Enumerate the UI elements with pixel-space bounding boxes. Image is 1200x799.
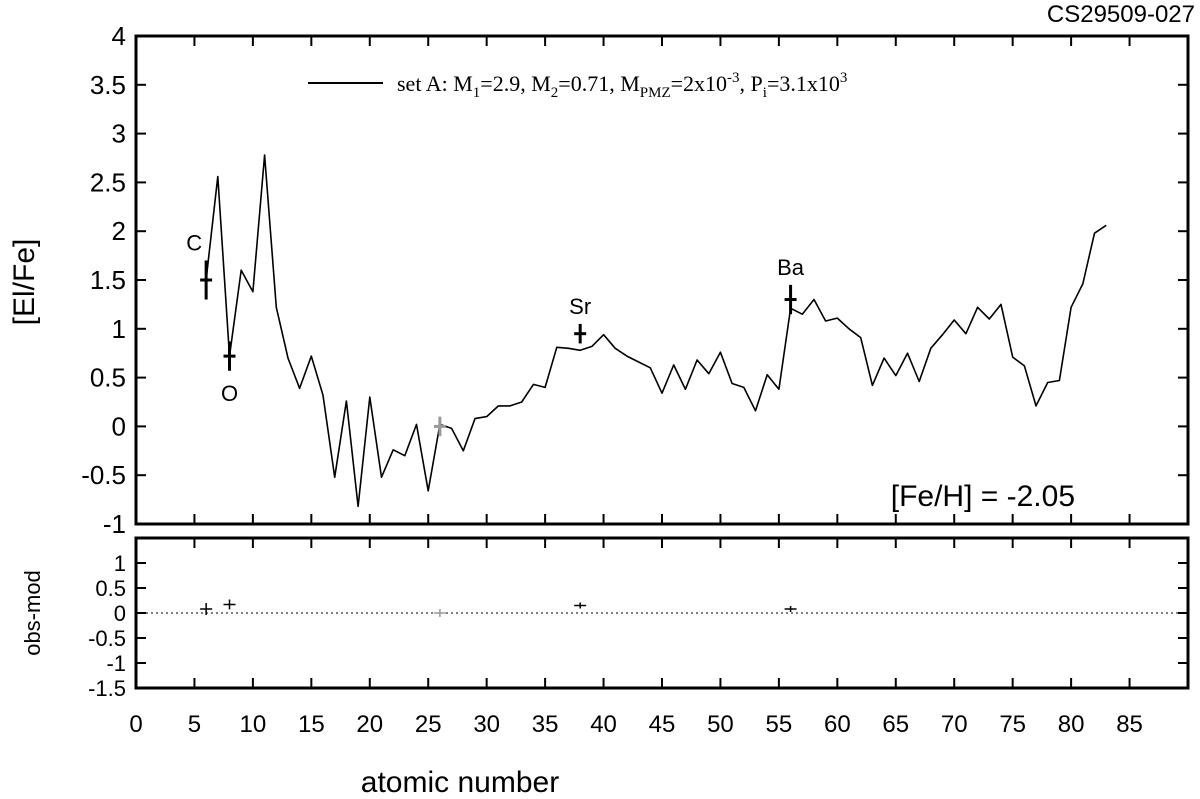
metallicity-annotation: [Fe/H] = -2.05	[891, 480, 1075, 513]
element-label: C	[186, 230, 202, 255]
observation-point	[433, 416, 446, 437]
observation-point: Sr	[569, 294, 591, 344]
top-y-tick-label: 1.5	[90, 265, 126, 295]
residual-point	[223, 599, 236, 610]
x-tick-label: 50	[707, 711, 734, 738]
observation-point: Ba	[777, 255, 805, 315]
residual-point	[433, 609, 446, 617]
x-tick-label: 10	[240, 711, 267, 738]
legend-text: set A: M1=2.9, M2=0.71, MPMZ=2x10-3, Pi=…	[397, 70, 847, 101]
x-tick-label: 40	[590, 711, 617, 738]
x-tick-label: 30	[473, 711, 500, 738]
x-tick-label: 0	[129, 711, 142, 738]
top-y-tick-label: 0.5	[90, 363, 126, 393]
bottom-y-ticks: 10.50-0.5-1-1.5	[88, 551, 1188, 701]
bottom-y-tick-label: 0.5	[95, 576, 126, 601]
x-tick-label: 15	[298, 711, 325, 738]
top-y-ticks: 4 3.5 3 2.5 2 1.5 1 0.5 0 -0.5 -1	[81, 21, 1188, 539]
element-label: Ba	[777, 255, 805, 280]
x-tick-label: 35	[532, 711, 559, 738]
corner-label: CS29509-027	[1047, 1, 1195, 28]
residual-point	[784, 606, 797, 612]
x-tick-label: 65	[882, 711, 909, 738]
bottom-panel: 10.50-0.5-1-1.5 0 5 10 15 20 25 30 35 40 45 50 55 60…	[20, 536, 1190, 799]
top-y-tick-label: 4	[112, 21, 126, 51]
top-y-tick-label: -1	[103, 509, 126, 539]
top-y-tick-label: 1	[112, 314, 126, 344]
x-tick-label: 25	[415, 711, 442, 738]
top-panel: 4 3.5 3 2.5 2 1.5 1 0.5 0 -0.5 -1 [El/Fe] set A: M…	[8, 21, 1190, 539]
top-y-tick-label: 2	[112, 216, 126, 246]
model-line	[205, 154, 1107, 508]
model-series	[205, 154, 1107, 508]
observations: C O Sr Ba	[186, 230, 805, 437]
x-tick-label: 80	[1058, 711, 1085, 738]
x-tick-label: 60	[824, 711, 851, 738]
bottom-y-tick-label: 1	[114, 551, 126, 576]
observation-point: C	[186, 230, 213, 300]
x-tick-label: 55	[766, 711, 793, 738]
observation-point: O	[221, 341, 238, 406]
top-y-tick-label: 3	[112, 119, 126, 149]
residual-point	[200, 603, 213, 615]
bottom-y-tick-label: 0	[114, 601, 126, 626]
x-tick-label: 5	[188, 711, 201, 738]
x-tick-label: 20	[356, 711, 383, 738]
bottom-y-tick-label: -1.5	[88, 676, 126, 701]
x-tick-label: 70	[941, 711, 968, 738]
residual-points	[200, 599, 797, 617]
top-y-tick-label: -0.5	[81, 460, 126, 490]
legend: set A: M1=2.9, M2=0.71, MPMZ=2x10-3, Pi=…	[308, 70, 847, 101]
top-y-tick-label: 3.5	[90, 70, 126, 100]
element-label: Sr	[569, 294, 591, 319]
top-y-tick-label: 0	[112, 411, 126, 441]
x-tick-label: 75	[999, 711, 1026, 738]
top-y-axis-label: [El/Fe]	[8, 239, 41, 326]
bottom-x-ticks: 0 5 10 15 20 25 30 35 40 45 50 55 60 65 70 75 80 85	[129, 538, 1143, 738]
top-x-ticks	[135, 36, 1131, 524]
residual-point	[574, 602, 587, 609]
x-axis-label: atomic number	[361, 766, 559, 799]
bottom-y-tick-label: -0.5	[88, 626, 126, 651]
x-tick-label: 45	[649, 711, 676, 738]
top-y-tick-label: 2.5	[90, 167, 126, 197]
element-label: O	[221, 381, 238, 406]
top-plot-frame	[134, 34, 1190, 526]
bottom-y-axis-label: obs-mod	[20, 570, 45, 656]
legend-set: set A:	[397, 71, 448, 96]
bottom-y-tick-label: -1	[106, 651, 126, 676]
x-tick-label: 85	[1116, 711, 1143, 738]
